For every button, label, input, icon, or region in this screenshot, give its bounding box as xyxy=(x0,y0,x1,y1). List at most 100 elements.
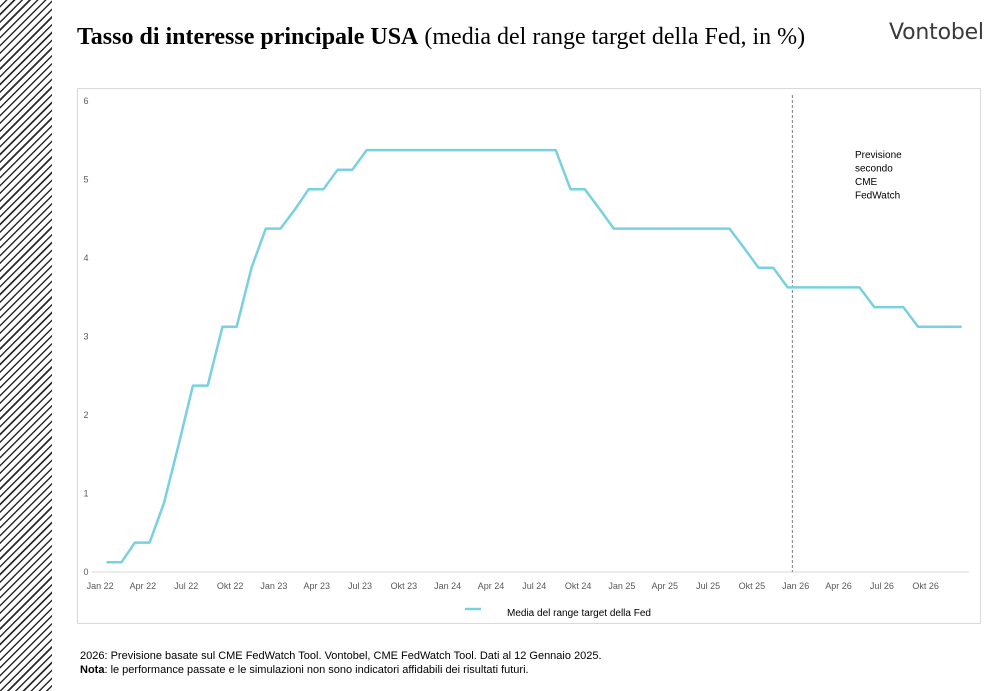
data-point xyxy=(497,149,499,151)
data-point xyxy=(308,188,310,190)
legend: Media del range target della Fed xyxy=(465,607,651,619)
data-point xyxy=(366,149,368,151)
data-point xyxy=(540,149,542,151)
data-point xyxy=(873,306,875,308)
data-point xyxy=(858,286,861,288)
x-tick-label: Apr 24 xyxy=(478,581,505,591)
data-point xyxy=(337,169,339,171)
y-tick-label: 4 xyxy=(83,253,88,263)
x-tick-label: Jul 25 xyxy=(696,581,720,591)
data-point xyxy=(178,443,180,445)
data-point xyxy=(163,502,165,504)
data-point xyxy=(395,149,397,151)
annotation-line: secondo xyxy=(855,164,893,175)
x-tick-label: Jan 26 xyxy=(782,581,809,591)
y-tick-label: 0 xyxy=(83,567,88,577)
annotation-line: CME xyxy=(855,177,878,188)
data-point xyxy=(931,326,933,328)
data-point xyxy=(106,561,108,563)
data-point xyxy=(656,228,658,230)
annotation-line: FedWatch xyxy=(855,191,900,202)
chart-title-main: Tasso di interesse principale USA xyxy=(77,24,419,50)
data-point xyxy=(960,326,963,328)
y-tick-label: 6 xyxy=(83,96,88,106)
data-point xyxy=(409,149,412,151)
data-point xyxy=(322,188,324,190)
data-point xyxy=(192,385,194,387)
x-tick-label: Jan 22 xyxy=(87,581,114,591)
data-point xyxy=(453,149,455,151)
data-point xyxy=(787,286,789,288)
data-point xyxy=(468,149,470,151)
data-point xyxy=(526,149,528,151)
data-point xyxy=(844,286,846,288)
y-tick-label: 1 xyxy=(83,489,88,499)
x-tick-label: Okt 22 xyxy=(217,581,244,591)
series-line xyxy=(106,148,962,564)
x-axis: Jan 22 Apr 22 Jul 22 Okt 22 Jan 23 Apr 23 Jul … xyxy=(87,571,969,591)
footnote-note-text: : le performance passate e le simulazion… xyxy=(104,664,529,676)
data-point xyxy=(758,267,760,269)
data-point xyxy=(351,169,353,171)
chart-title: Tasso di interesse principale USA (media… xyxy=(77,24,805,51)
x-tick-label: Apr 22 xyxy=(130,581,157,591)
x-tick-label: Okt 24 xyxy=(565,581,592,591)
footnote-source: 2026: Previsione basate sul CME FedWatch… xyxy=(80,650,602,662)
data-point xyxy=(887,306,890,308)
data-point xyxy=(569,188,572,190)
data-point xyxy=(424,149,426,151)
data-point xyxy=(642,228,644,230)
data-point xyxy=(207,385,209,387)
vontobel-logo: Vontobel xyxy=(889,20,984,45)
x-tick-label: Okt 25 xyxy=(739,581,766,591)
x-tick-label: Jan 25 xyxy=(608,581,635,591)
footnote-note-label: Nota xyxy=(80,664,105,676)
legend-label: Media del range target della Fed xyxy=(507,608,651,619)
data-point xyxy=(670,228,673,230)
data-point xyxy=(149,542,151,544)
data-point xyxy=(714,228,716,230)
y-tick-label: 5 xyxy=(83,175,88,185)
x-tick-label: Jan 24 xyxy=(434,581,461,591)
data-point xyxy=(801,286,804,288)
chart-frame xyxy=(77,88,981,624)
y-tick-label: 2 xyxy=(83,410,88,420)
series-group xyxy=(106,148,963,564)
data-point xyxy=(743,247,745,249)
data-point xyxy=(120,561,123,563)
data-point xyxy=(946,326,948,328)
x-tick-label: Jul 26 xyxy=(870,581,894,591)
data-point xyxy=(613,228,615,230)
data-point xyxy=(598,208,601,210)
data-point xyxy=(917,326,919,328)
x-tick-label: Okt 26 xyxy=(912,581,939,591)
data-point xyxy=(236,326,238,328)
x-tick-label: Okt 23 xyxy=(391,581,418,591)
x-tick-label: Apr 23 xyxy=(303,581,330,591)
y-axis: 0 1 2 3 4 5 6 xyxy=(83,96,88,577)
y-tick-label: 3 xyxy=(83,332,88,342)
data-point xyxy=(628,228,630,230)
data-point xyxy=(699,228,702,230)
data-point xyxy=(772,267,774,269)
data-point xyxy=(829,286,832,288)
data-point xyxy=(555,149,557,151)
annotation-line: Previsione xyxy=(855,150,902,161)
data-point xyxy=(685,228,687,230)
data-point xyxy=(816,286,818,288)
x-tick-label: Jul 23 xyxy=(348,581,372,591)
data-point xyxy=(584,188,586,190)
data-point xyxy=(511,149,513,151)
forecast-annotation: Previsione secondo CME FedWatch xyxy=(855,150,902,202)
data-point xyxy=(482,149,484,151)
data-point xyxy=(294,208,296,210)
x-tick-label: Jul 22 xyxy=(174,581,198,591)
data-point xyxy=(439,149,441,151)
data-point xyxy=(728,228,731,230)
data-point xyxy=(380,149,383,151)
data-point xyxy=(265,228,267,230)
data-point xyxy=(902,306,904,308)
x-tick-label: Apr 25 xyxy=(651,581,678,591)
footnote-disclaimer: Nota: le performance passate e le simula… xyxy=(80,664,529,676)
